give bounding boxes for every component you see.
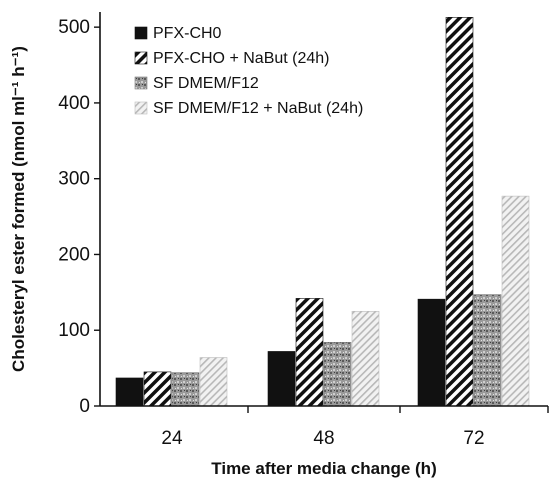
y-axis-title: Cholesteryl ester formed (nmol ml⁻¹ h⁻¹) <box>9 46 28 372</box>
legend-swatch-2 <box>134 51 148 65</box>
legend-swatch-3 <box>134 76 148 90</box>
y-tick-label: 0 <box>79 396 90 417</box>
bar-24h-series-4 <box>199 357 228 407</box>
y-tick-label: 200 <box>58 244 90 265</box>
legend: PFX-CH0 PFX-CHO + NaBut (24h) SF DMEM/F12 S… <box>134 25 363 117</box>
y-tick-label: 300 <box>58 169 90 190</box>
y-tick-label: 400 <box>58 93 90 114</box>
bar-24h-series-3 <box>171 372 200 407</box>
bar-72h-series-3 <box>473 294 502 407</box>
bar-72h-series-2 <box>445 17 474 407</box>
legend-swatch-1 <box>134 26 148 40</box>
y-ticks: 0 100 200 300 400 500 <box>58 17 100 417</box>
legend-label-4: SF DMEM/F12 + NaBut (24h) <box>153 100 363 117</box>
y-tick-label: 500 <box>58 17 90 38</box>
x-tick-label: 24 <box>161 428 183 449</box>
bar-24h-series-1 <box>115 377 144 407</box>
bar-48h-series-2 <box>295 298 324 407</box>
bar-72h-series-1 <box>417 298 446 407</box>
bars-layer <box>115 17 530 407</box>
bar-72h-series-4 <box>501 195 530 407</box>
x-tick-label: 48 <box>313 428 334 449</box>
legend-label-1: PFX-CH0 <box>153 25 222 42</box>
legend-label-2: PFX-CHO + NaBut (24h) <box>153 50 330 67</box>
bar-48h-series-3 <box>323 342 352 407</box>
bar-24h-series-2 <box>143 371 172 407</box>
legend-label-3: SF DMEM/F12 <box>153 75 259 92</box>
x-axis-title: Time after media change (h) <box>211 459 436 478</box>
bar-48h-series-4 <box>351 310 380 407</box>
legend-swatch-4 <box>134 101 148 115</box>
y-tick-label: 100 <box>58 320 90 341</box>
bar-48h-series-1 <box>267 351 296 407</box>
x-tick-label: 72 <box>463 428 484 449</box>
x-ticks: 24 48 72 <box>161 406 549 449</box>
